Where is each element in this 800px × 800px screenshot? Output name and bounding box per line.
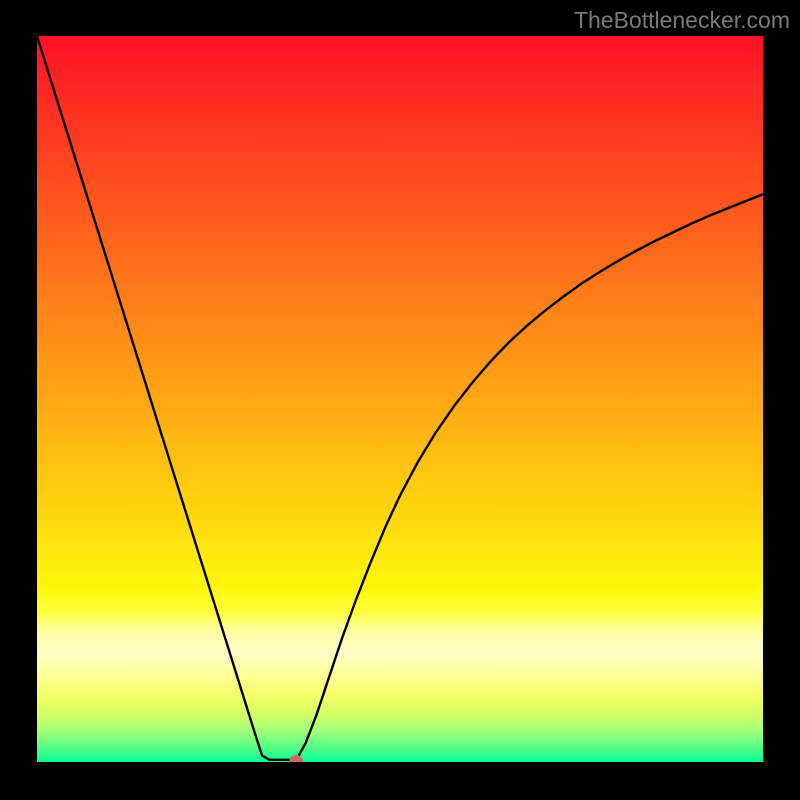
watermark-text: TheBottlenecker.com <box>574 7 790 34</box>
chart-stage: TheBottlenecker.com <box>0 0 800 800</box>
gradient-background <box>37 36 763 762</box>
plot-area <box>37 36 763 762</box>
plot-svg <box>37 36 763 762</box>
